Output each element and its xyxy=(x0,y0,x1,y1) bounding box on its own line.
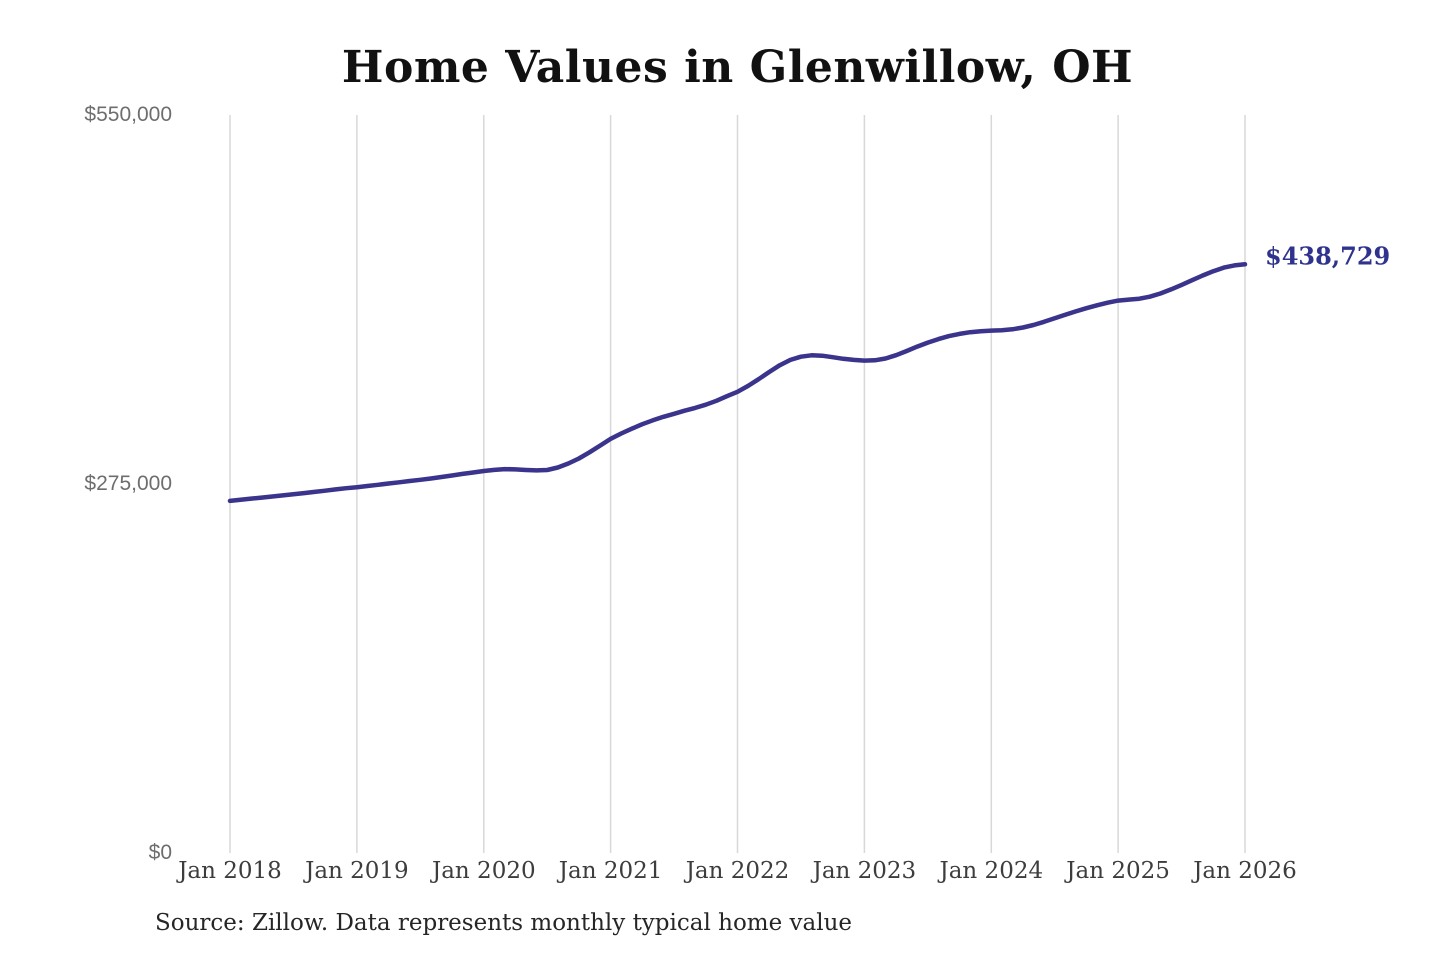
x-tick-label: Jan 2024 xyxy=(939,858,1044,884)
x-tick-label: Jan 2025 xyxy=(1066,858,1170,884)
y-tick-label-0: $0 xyxy=(148,841,172,864)
x-tick-label: Jan 2018 xyxy=(178,858,282,884)
x-tick-label: Jan 2022 xyxy=(685,858,790,884)
x-tick-label: Jan 2020 xyxy=(432,858,536,884)
x-tick-label: Jan 2023 xyxy=(812,858,917,884)
end-value-label: $438,729 xyxy=(1265,241,1391,271)
home-value-line xyxy=(227,262,1248,504)
y-tick-label-550000: $550,000 xyxy=(84,103,172,126)
x-tick-label: Jan 2021 xyxy=(558,858,663,884)
x-tick-label: Jan 2019 xyxy=(305,858,409,884)
x-tick-label: Jan 2026 xyxy=(1193,858,1297,884)
chart-title: Home Values in Glenwillow, OH xyxy=(341,42,1134,93)
y-tick-label-275000: $275,000 xyxy=(84,472,172,495)
source-note: Source: Zillow. Data represents monthly … xyxy=(155,910,853,936)
